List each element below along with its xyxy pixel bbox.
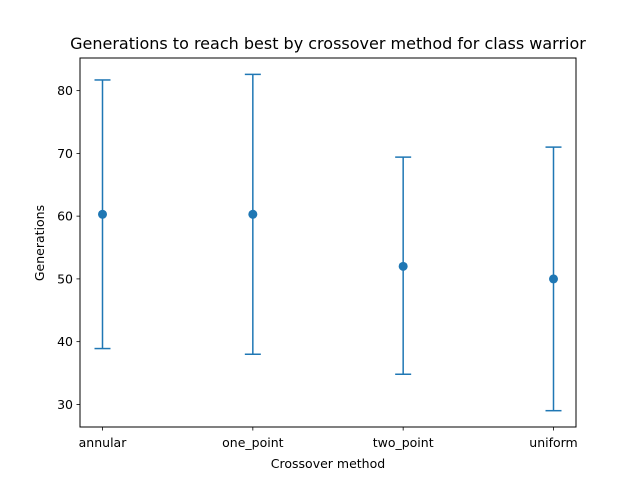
y-tick-label: 50 [57,271,73,286]
x-axis: annular one_point two_point uniform [79,427,578,450]
data-point [398,261,408,271]
x-tick-label: uniform [529,435,577,450]
y-tick-label: 40 [57,334,73,349]
chart-title: Generations to reach best by crossover m… [70,34,586,53]
data-point [98,209,107,219]
data-point [248,209,258,219]
x-axis-label: Crossover method [271,456,385,471]
x-tick-label: two_point [373,435,434,450]
x-tick-label: one_point [222,435,283,450]
y-axis: 30 40 50 60 70 80 [57,83,80,412]
y-tick-label: 70 [57,146,73,161]
y-tick-label: 80 [57,83,73,98]
y-tick-label: 30 [57,397,73,412]
y-axis-label: Generations [32,205,47,281]
y-tick-label: 60 [57,209,73,224]
data-marks [94,73,562,412]
x-tick-label: annular [79,435,128,450]
data-point [549,274,558,284]
plot-area-frame [79,57,577,428]
